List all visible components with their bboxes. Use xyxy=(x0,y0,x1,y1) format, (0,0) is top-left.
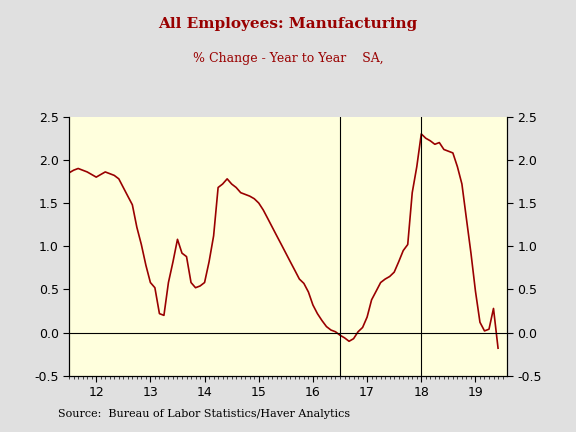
Text: Source:  Bureau of Labor Statistics/Haver Analytics: Source: Bureau of Labor Statistics/Haver… xyxy=(58,409,350,419)
Text: % Change - Year to Year    SA,: % Change - Year to Year SA, xyxy=(193,52,383,65)
Text: All Employees: Manufacturing: All Employees: Manufacturing xyxy=(158,17,418,31)
